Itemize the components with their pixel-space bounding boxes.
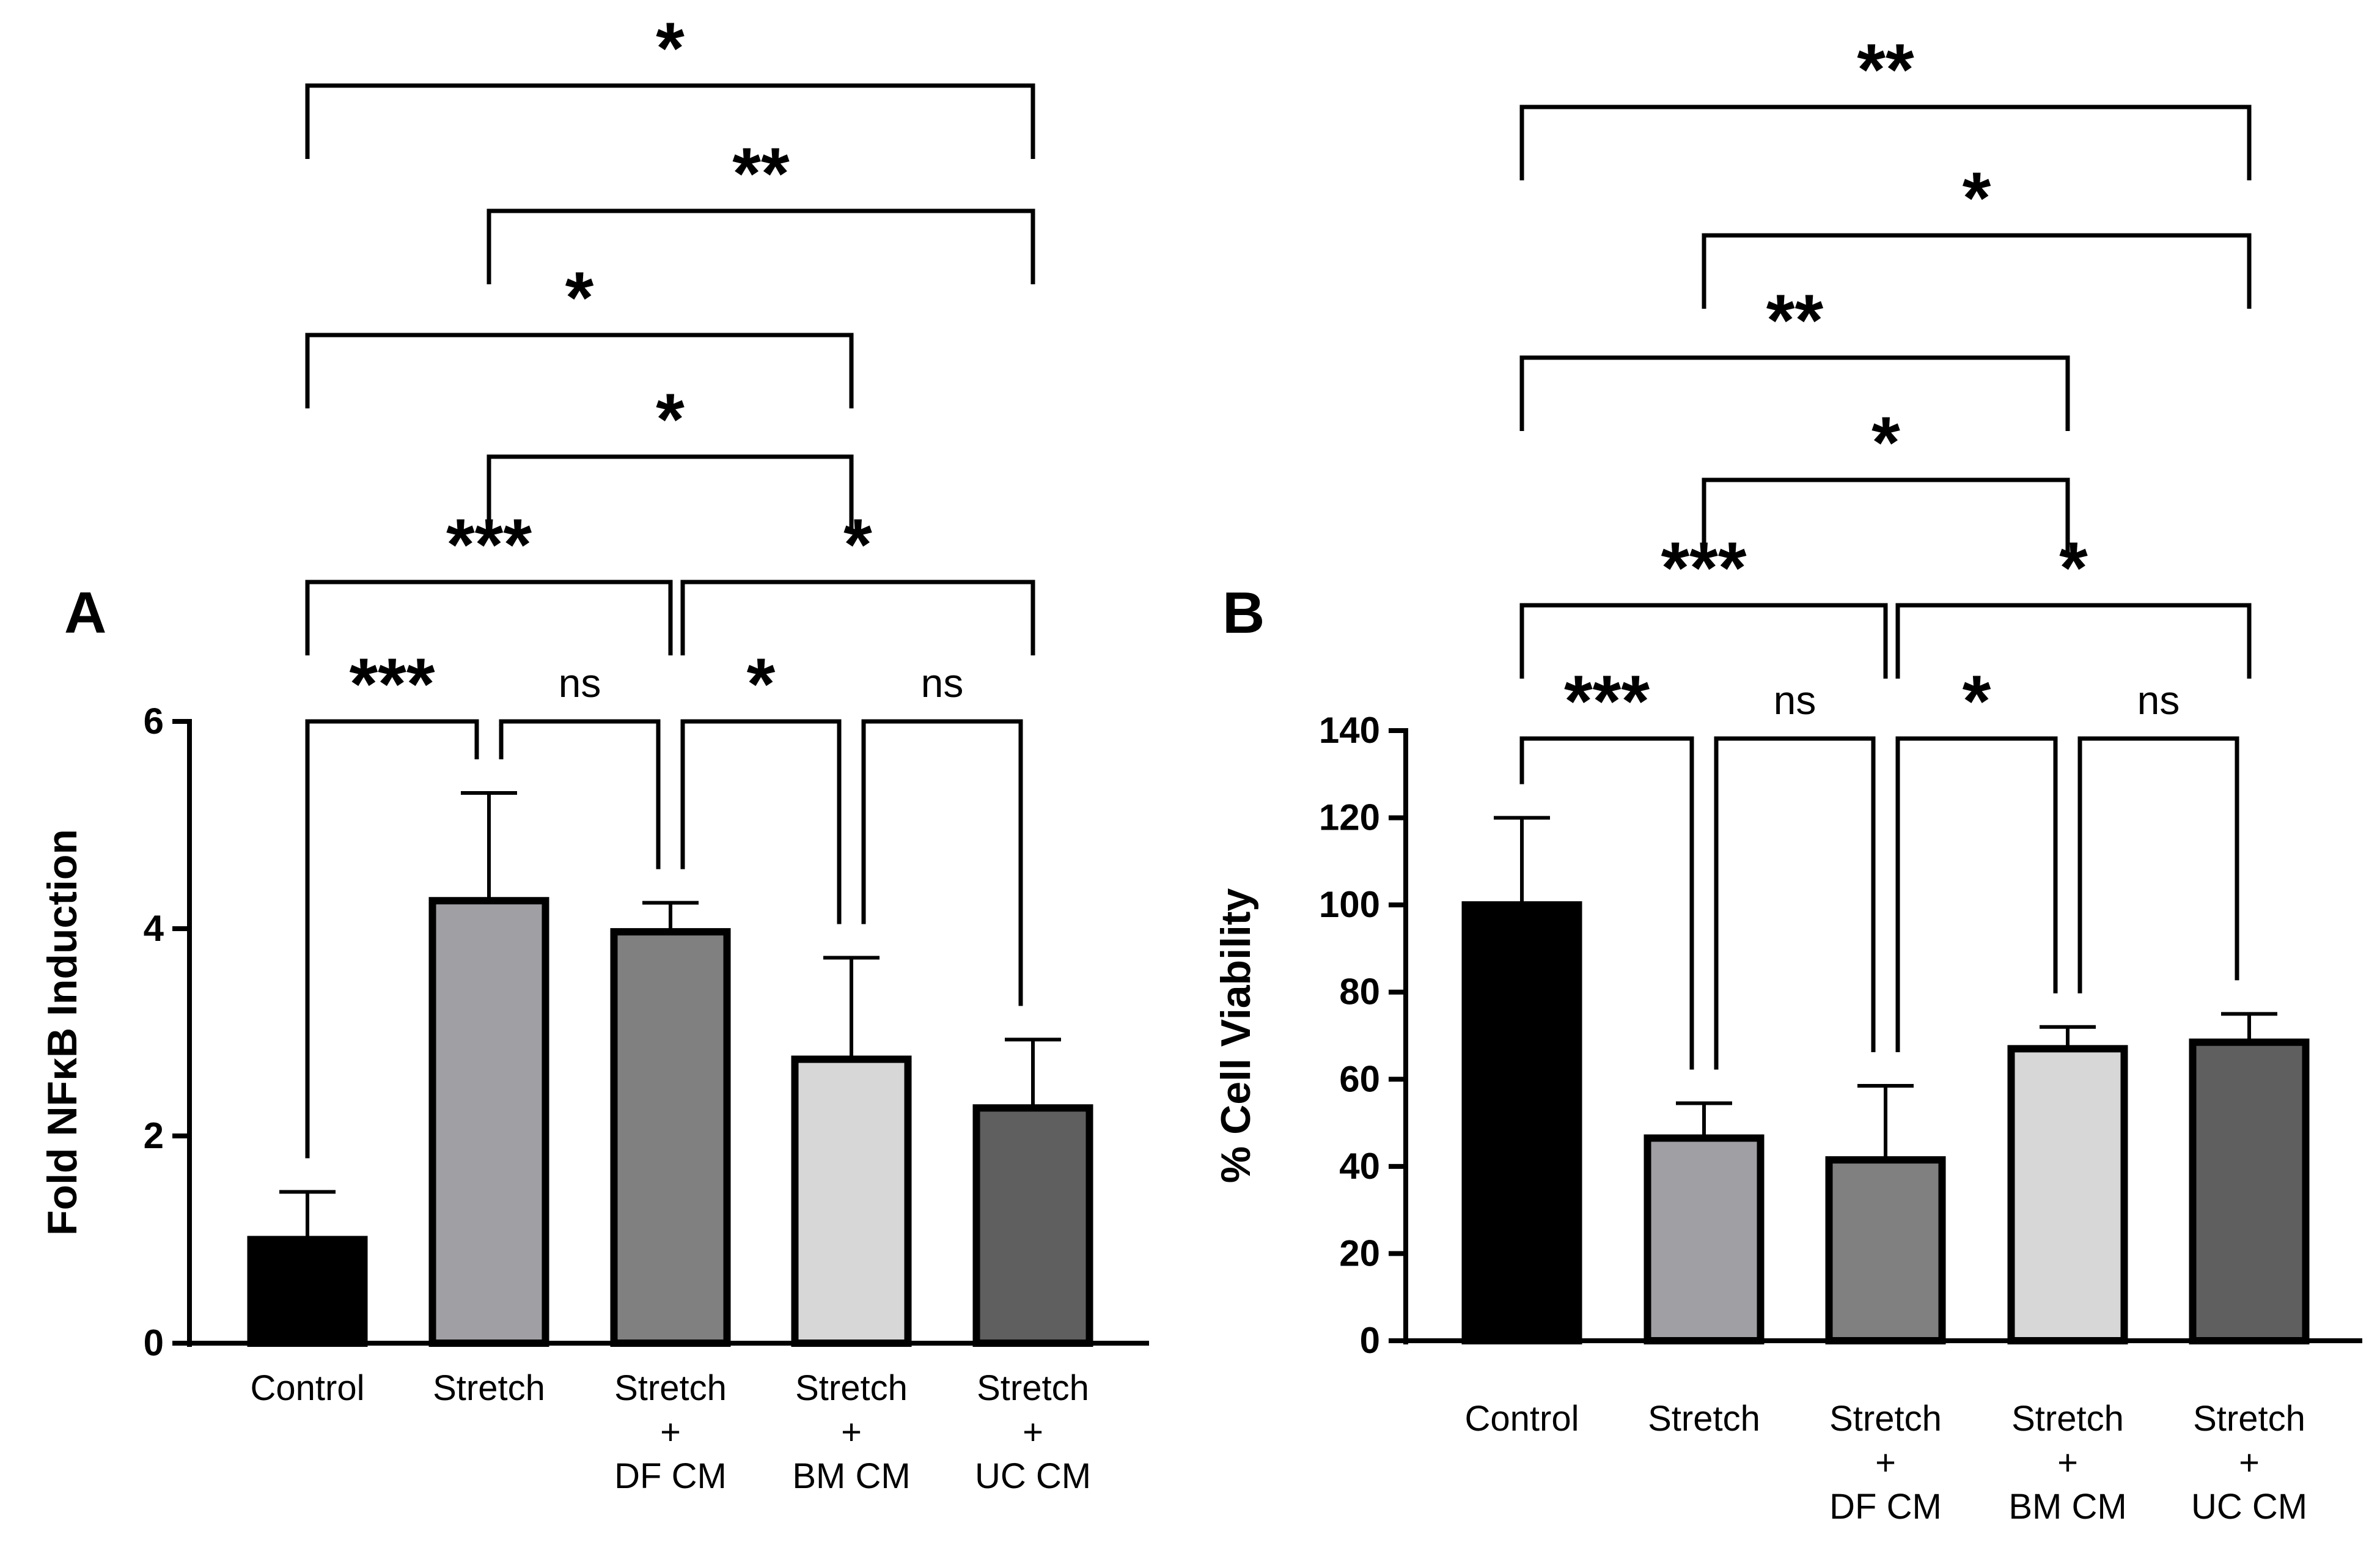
x-category-label-line: UC CM	[2191, 1487, 2307, 1527]
x-category-label-line: BM CM	[2008, 1487, 2126, 1527]
significance-bracket	[1702, 233, 2252, 309]
significance-label: *	[1963, 157, 1991, 239]
x-category-label-line: +	[1023, 1412, 1043, 1452]
significance-label: ns	[1774, 677, 1816, 723]
bar	[972, 1104, 1093, 1347]
x-category-label-line: +	[660, 1412, 681, 1452]
significance-bracket	[2077, 736, 2239, 993]
significance-label: ns	[559, 660, 601, 706]
y-tick-label: 0	[144, 1322, 164, 1363]
x-category-label-line: Stretch	[433, 1368, 545, 1408]
panel-letter: A	[64, 580, 106, 646]
bar	[428, 897, 549, 1347]
significance-label: **	[1766, 279, 1824, 361]
significance-bracket	[1895, 603, 2252, 679]
significance-bracket	[499, 719, 661, 869]
y-tick-label: 6	[144, 701, 164, 742]
significance-label: *	[2059, 527, 2088, 609]
x-category-label: Control	[251, 1368, 365, 1408]
x-category-label-line: Stretch	[977, 1368, 1089, 1408]
x-category-label-line: DF CM	[614, 1456, 727, 1496]
x-category-label: Stretch + BM CM	[2008, 1399, 2126, 1527]
x-category-label: Stretch + UC CM	[975, 1368, 1091, 1496]
y-tick-label: 0	[1360, 1320, 1380, 1361]
x-category-label: Control	[1465, 1399, 1579, 1439]
significance-label: **	[732, 133, 790, 215]
y-tick-label: 2	[144, 1115, 164, 1156]
y-tick-label: 60	[1339, 1058, 1380, 1099]
x-category-label: Stretch + UC CM	[2191, 1399, 2307, 1527]
bar	[2189, 1038, 2310, 1344]
bar	[610, 928, 731, 1347]
significance-label: *	[747, 643, 776, 725]
significance-bracket	[861, 719, 1023, 1006]
significance-label: ***	[349, 643, 435, 725]
x-category-label-line: +	[2057, 1443, 2078, 1483]
significance-label: *	[656, 378, 685, 460]
significance-label: *	[843, 504, 872, 586]
x-category-label-line: BM CM	[792, 1456, 910, 1496]
y-axis-title: Fold NFκB Induction	[39, 829, 86, 1236]
significance-bracket	[680, 719, 842, 924]
significance-bracket	[680, 580, 1035, 655]
x-category-label-line: +	[1875, 1443, 1896, 1483]
significance-label: *	[1963, 660, 1991, 742]
panel-letter: B	[1222, 580, 1265, 646]
bar	[247, 1236, 368, 1347]
x-category-label-line: Stretch	[1829, 1399, 1942, 1439]
x-category-label-line: DF CM	[1829, 1487, 1942, 1527]
bar	[2007, 1045, 2128, 1345]
significance-bracket	[1702, 477, 2070, 553]
significance-label: *	[656, 7, 685, 89]
x-category-label-line: Control	[1465, 1399, 1579, 1439]
x-category-label-line: Stretch	[614, 1368, 727, 1408]
significance-bracket	[1519, 355, 2070, 431]
significance-bracket	[305, 719, 479, 1159]
x-category-label-line: Control	[251, 1368, 365, 1408]
x-category-label: Stretch	[433, 1368, 545, 1408]
y-tick-label: 20	[1339, 1233, 1380, 1273]
significance-bracket	[487, 208, 1035, 284]
x-category-label-line: UC CM	[975, 1456, 1091, 1496]
x-category-label: Stretch + DF CM	[614, 1368, 727, 1496]
significance-bracket	[305, 333, 854, 408]
x-category-label-line: Stretch	[2011, 1399, 2124, 1439]
x-category-label-line: +	[841, 1412, 862, 1452]
x-category-label-line: Stretch	[795, 1368, 908, 1408]
x-category-label-line: Stretch	[2193, 1399, 2305, 1439]
y-tick-label: 80	[1339, 971, 1380, 1012]
bar	[791, 1055, 912, 1347]
significance-bracket	[1519, 603, 1888, 679]
significance-label: **	[1857, 29, 1914, 111]
x-category-label-line: +	[2239, 1443, 2260, 1483]
bar	[1825, 1156, 1946, 1345]
x-category-label: Stretch + DF CM	[1829, 1399, 1942, 1527]
y-tick-label: 100	[1319, 884, 1380, 925]
significance-label: ***	[1564, 660, 1650, 742]
x-category-label: Stretch + BM CM	[792, 1368, 910, 1496]
y-tick-label: 40	[1339, 1146, 1380, 1187]
significance-label: ns	[2137, 677, 2180, 723]
panel-b-chart: B 0 20 40 60 80 100 120 140 % Cell Viability Contr…	[1213, 29, 2362, 1527]
y-tick-label: 120	[1319, 797, 1380, 838]
significance-bracket	[487, 454, 854, 530]
y-axis-title: % Cell Viability	[1213, 888, 1259, 1184]
significance-bracket	[305, 83, 1035, 159]
bar	[1461, 901, 1582, 1344]
significance-bracket	[1519, 736, 1694, 1070]
significance-label: *	[565, 257, 594, 339]
significance-label: ns	[921, 660, 964, 706]
significance-label: *	[1871, 402, 1900, 484]
significance-bracket	[1895, 736, 2058, 1052]
x-category-label: Stretch	[1648, 1399, 1760, 1439]
x-category-label-line: Stretch	[1648, 1399, 1760, 1439]
significance-bracket	[1519, 105, 2252, 180]
significance-bracket	[1714, 736, 1876, 1070]
significance-bracket	[305, 580, 673, 655]
bar	[1644, 1134, 1765, 1345]
y-tick-label: 4	[144, 908, 164, 949]
y-tick-label: 140	[1319, 710, 1380, 751]
